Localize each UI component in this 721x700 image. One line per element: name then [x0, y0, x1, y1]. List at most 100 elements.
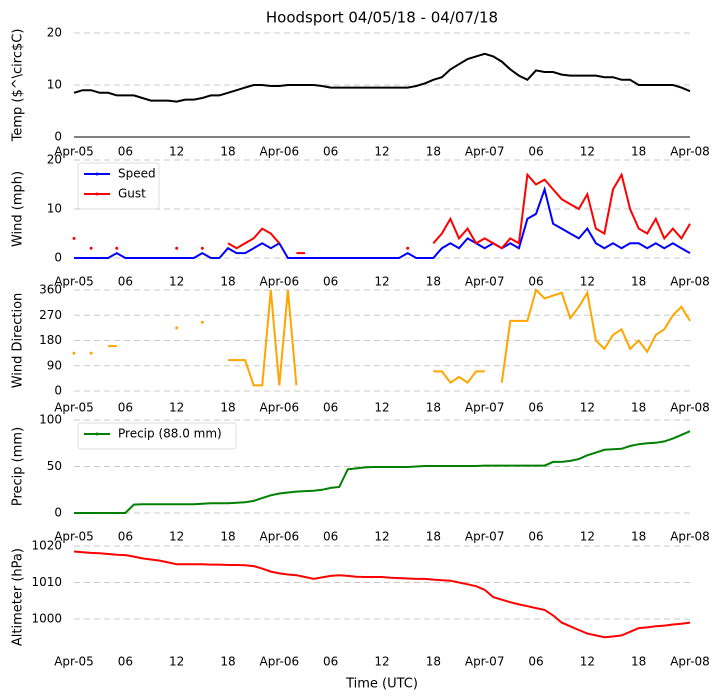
y-tick-label: 20: [47, 153, 62, 167]
x-tick-label: 06: [323, 401, 338, 415]
x-tick-label: 12: [169, 655, 184, 669]
data-point: [200, 246, 204, 250]
y-tick-label: 0: [54, 384, 62, 398]
y-tick-label: 270: [39, 308, 62, 322]
data-line: [227, 227, 281, 250]
y-tick-label: 100: [39, 413, 62, 427]
x-tick-label: 06: [528, 275, 543, 289]
x-tick-label: 18: [631, 655, 646, 669]
x-tick-label: 18: [631, 530, 646, 544]
data-point: [89, 351, 93, 355]
y-tick-label: 180: [39, 333, 62, 347]
x-tick-label: 06: [528, 655, 543, 669]
x-tick-label: Apr-06: [260, 655, 300, 669]
x-tick-label: 18: [426, 655, 441, 669]
y-tick-label: 90: [47, 358, 62, 372]
x-tick-label: Apr-08: [670, 401, 710, 415]
x-tick-label: 06: [528, 401, 543, 415]
x-tick-label: 06: [323, 530, 338, 544]
x-tick-label: 06: [323, 145, 338, 159]
data-point: [175, 246, 179, 250]
x-tick-label: Apr-07: [465, 145, 505, 159]
x-tick-label: 06: [118, 401, 133, 415]
y-tick-label: 0: [54, 251, 62, 265]
x-tick-label: 12: [169, 530, 184, 544]
x-tick-label: 12: [374, 530, 389, 544]
data-point: [89, 246, 93, 250]
x-tick-label: 12: [374, 145, 389, 159]
y-tick-label: 0: [54, 506, 62, 520]
data-point: [72, 236, 76, 240]
x-tick-label: 06: [118, 530, 133, 544]
x-tick-label: 12: [374, 655, 389, 669]
x-tick-label: Apr-07: [465, 655, 505, 669]
x-tick-label: 18: [426, 530, 441, 544]
x-tick-label: 06: [323, 655, 338, 669]
x-tick-label: 18: [220, 530, 235, 544]
data-point: [175, 326, 179, 330]
legend-label: Gust: [118, 187, 146, 201]
x-tick-label: Apr-07: [465, 401, 505, 415]
x-tick-label: Apr-07: [465, 530, 505, 544]
x-tick-label: 18: [426, 275, 441, 289]
x-tick-label: 18: [426, 145, 441, 159]
y-tick-label: 0: [54, 130, 62, 144]
legend: Precip (88.0 mm): [77, 422, 237, 450]
legend-marker: [95, 432, 99, 436]
data-line: [74, 430, 691, 514]
y-tick-label: 50: [47, 459, 62, 473]
y-axis-label: Wind (mph): [11, 171, 26, 247]
y-axis-label: Altimeter (hPa): [11, 548, 26, 646]
x-tick-label: Apr-06: [260, 530, 300, 544]
y-tick-label: 20: [47, 26, 62, 40]
y-tick-label: 10: [47, 202, 62, 216]
x-tick-label: Apr-05: [54, 145, 94, 159]
x-tick-label: 12: [169, 275, 184, 289]
x-tick-label: Apr-05: [54, 530, 94, 544]
x-tick-label: 12: [580, 275, 595, 289]
data-point: [406, 246, 410, 250]
y-tick-label: 1000: [31, 612, 62, 626]
data-line: [228, 289, 298, 387]
legend-label: Speed: [118, 167, 156, 181]
legend-marker: [95, 192, 99, 196]
x-tick-label: Apr-05: [54, 275, 94, 289]
data-point: [115, 246, 119, 250]
x-tick-label: 18: [631, 275, 646, 289]
x-tick-label: 18: [631, 401, 646, 415]
x-tick-label: 06: [118, 275, 133, 289]
x-tick-label: 12: [580, 145, 595, 159]
x-tick-label: 12: [580, 401, 595, 415]
y-axis-label: Precip (mm): [11, 427, 26, 506]
chart-title: Hoodsport 04/05/18 - 04/07/18: [266, 9, 498, 27]
x-tick-label: Apr-05: [54, 401, 94, 415]
data-line: [73, 52, 691, 103]
data-point: [72, 351, 76, 355]
data-point: [200, 320, 204, 324]
x-tick-label: Apr-08: [670, 275, 710, 289]
y-tick-label: 360: [39, 283, 62, 297]
data-line: [500, 288, 691, 383]
x-tick-label: Apr-06: [260, 401, 300, 415]
x-tick-label: Apr-08: [670, 145, 710, 159]
x-tick-label: 12: [374, 275, 389, 289]
x-tick-label: 18: [220, 655, 235, 669]
legend-box: [77, 422, 237, 450]
legend: Speed Gust: [77, 162, 160, 210]
x-tick-label: 18: [426, 401, 441, 415]
x-tick-label: Apr-08: [670, 530, 710, 544]
y-axis-label: Wind Direction: [11, 293, 26, 389]
x-tick-label: 18: [220, 401, 235, 415]
x-tick-label: Apr-07: [465, 275, 505, 289]
legend-marker: [95, 172, 99, 176]
x-tick-label: 06: [118, 655, 133, 669]
y-tick-label: 1020: [31, 539, 62, 553]
x-tick-label: Apr-05: [54, 655, 94, 669]
legend-label: Precip (88.0 mm): [118, 427, 222, 441]
data-line: [433, 370, 485, 384]
x-tick-label: 06: [528, 145, 543, 159]
x-tick-label: 12: [169, 401, 184, 415]
data-line: [432, 172, 691, 250]
x-axis-label: Time (UTC): [345, 677, 418, 692]
